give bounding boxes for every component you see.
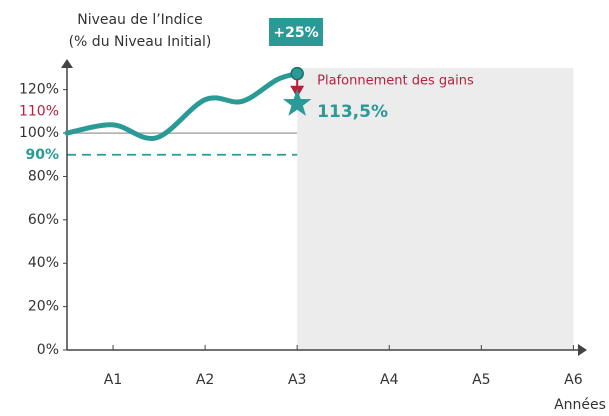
annotation-box: [269, 18, 323, 46]
y-tick-label: 100%: [19, 125, 59, 141]
cap-star: [282, 88, 312, 116]
cap-label: 113,5%: [317, 102, 388, 122]
shaded-region: [297, 68, 574, 350]
end-point: [290, 66, 304, 81]
y-tick-label: 80%: [28, 168, 59, 184]
x-tick-label: A1: [104, 372, 122, 388]
reference-tick-label: 90%: [25, 147, 59, 163]
y-tick-label: 20%: [28, 299, 59, 315]
y-axis-title: (% du Niveau Initial): [69, 34, 212, 50]
x-tick-label: A2: [196, 372, 214, 388]
y-tick-label: 120%: [19, 82, 59, 98]
y-tick-label: 60%: [28, 212, 59, 228]
annotation-text: +25%: [273, 25, 318, 41]
x-tick-label: A5: [472, 372, 490, 388]
x-axis-arrow: [578, 344, 587, 356]
x-tick-label: A3: [288, 372, 306, 388]
reference-tick-label: 110%: [19, 103, 59, 119]
x-tick-label: A6: [564, 372, 583, 388]
y-axis-title: Niveau de l’Indice: [77, 12, 203, 28]
x-tick-label: A4: [380, 372, 399, 388]
y-tick-label: 0%: [37, 342, 59, 358]
y-axis-arrow: [61, 59, 73, 68]
index-line: [64, 71, 300, 142]
cap-text: Plafonnement des gains: [317, 74, 474, 89]
y-tick-label: 40%: [28, 255, 59, 271]
x-axis-label: Années: [554, 397, 606, 413]
